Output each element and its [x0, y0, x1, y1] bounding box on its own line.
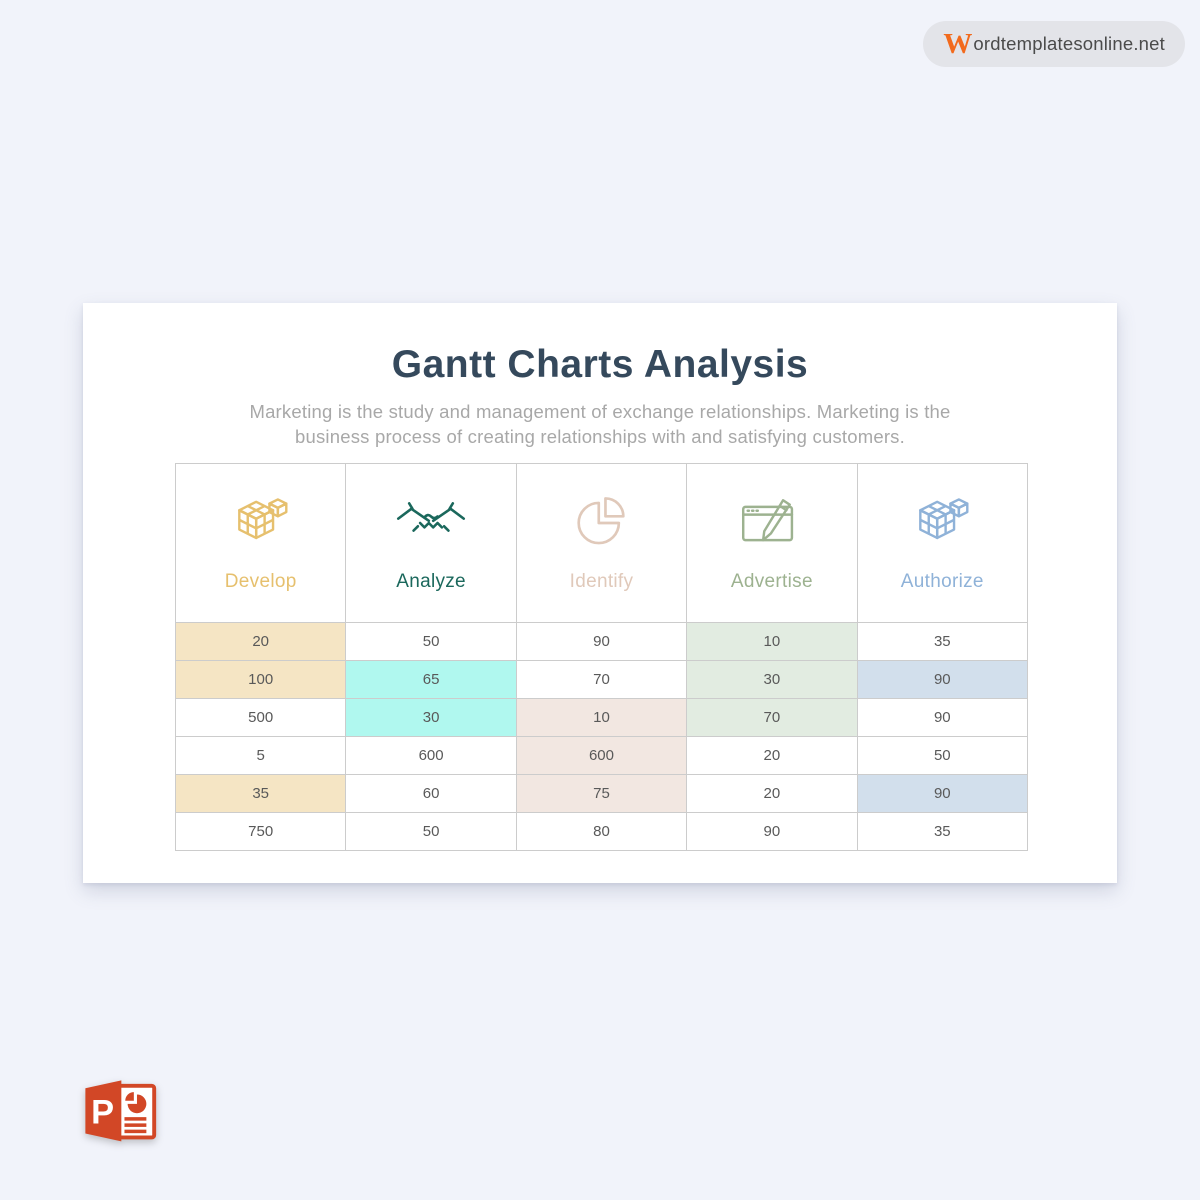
table-cell: 30: [686, 660, 858, 699]
table-cell: 20: [686, 736, 858, 775]
table-row: 750 50 80 90 35: [174, 812, 1029, 851]
table-cell: 20: [174, 622, 347, 661]
slide-card: Gantt Charts Analysis Marketing is the s…: [83, 303, 1117, 883]
pie-chart-icon: [572, 491, 630, 555]
table-row: 100 65 70 30 90: [174, 660, 1029, 699]
table-cell: 75: [515, 774, 688, 813]
table-cell: 50: [856, 736, 1029, 775]
table-cell: 600: [515, 736, 688, 775]
column-header-advertise: Advertise: [686, 463, 858, 623]
table-cell: 90: [686, 812, 858, 851]
table-cell: 80: [515, 812, 688, 851]
table-cell: 35: [856, 622, 1029, 661]
table-cell: 35: [856, 812, 1029, 851]
column-label: Authorize: [900, 571, 984, 592]
watermark-text: ordtemplatesonline.net: [973, 33, 1165, 54]
column-label: Identify: [569, 571, 634, 592]
subtitle-line-2: business process of creating relationshi…: [295, 426, 905, 447]
gantt-table: Develop Analyze: [174, 463, 1029, 851]
table-row: 500 30 10 70 90: [174, 698, 1029, 737]
column-label: Advertise: [730, 571, 813, 592]
handshake-icon: [396, 491, 466, 555]
powerpoint-letter: P: [91, 1093, 114, 1131]
table-cell: 60: [345, 774, 517, 813]
table-cell: 5: [174, 736, 347, 775]
column-header-identify: Identify: [515, 463, 688, 623]
table-cell: 65: [345, 660, 517, 699]
window-pencil-icon: [741, 491, 803, 555]
table-cell: 70: [515, 660, 688, 699]
table-cell: 50: [345, 622, 517, 661]
page-title: Gantt Charts Analysis: [391, 343, 809, 386]
table-cell: 50: [345, 812, 517, 851]
table-cell: 30: [345, 698, 517, 737]
table-cell: 90: [856, 698, 1029, 737]
table-cell: 10: [686, 622, 858, 661]
column-header-authorize: Authorize: [856, 463, 1029, 623]
table-cell: 600: [345, 736, 517, 775]
table-cell: 10: [515, 698, 688, 737]
subtitle-line-1: Marketing is the study and management of…: [249, 401, 951, 422]
table-cell: 20: [686, 774, 858, 813]
watermark-w-letter: W: [943, 27, 973, 60]
table-cell: 35: [174, 774, 347, 813]
table-cell: 90: [856, 660, 1029, 699]
table-cell: 90: [515, 622, 688, 661]
cubes-icon: [913, 491, 971, 555]
table-row: 5 600 600 20 50: [174, 736, 1029, 775]
table-row: 20 50 90 10 35: [174, 622, 1029, 661]
column-header-develop: Develop: [174, 463, 347, 623]
cubes-icon: [232, 491, 290, 555]
table-cell: 750: [174, 812, 347, 851]
table-cell: 500: [174, 698, 347, 737]
column-label: Develop: [224, 571, 297, 592]
table-cell: 100: [174, 660, 347, 699]
powerpoint-logo: P: [85, 1080, 157, 1142]
table-row: 35 60 75 20 90: [174, 774, 1029, 813]
table-cell: 90: [856, 774, 1029, 813]
table-cell: 70: [686, 698, 858, 737]
column-header-analyze: Analyze: [345, 463, 517, 623]
page-subtitle: Marketing is the study and management of…: [83, 399, 1117, 449]
column-label: Analyze: [396, 571, 466, 592]
header-row: Develop Analyze: [174, 463, 1029, 623]
